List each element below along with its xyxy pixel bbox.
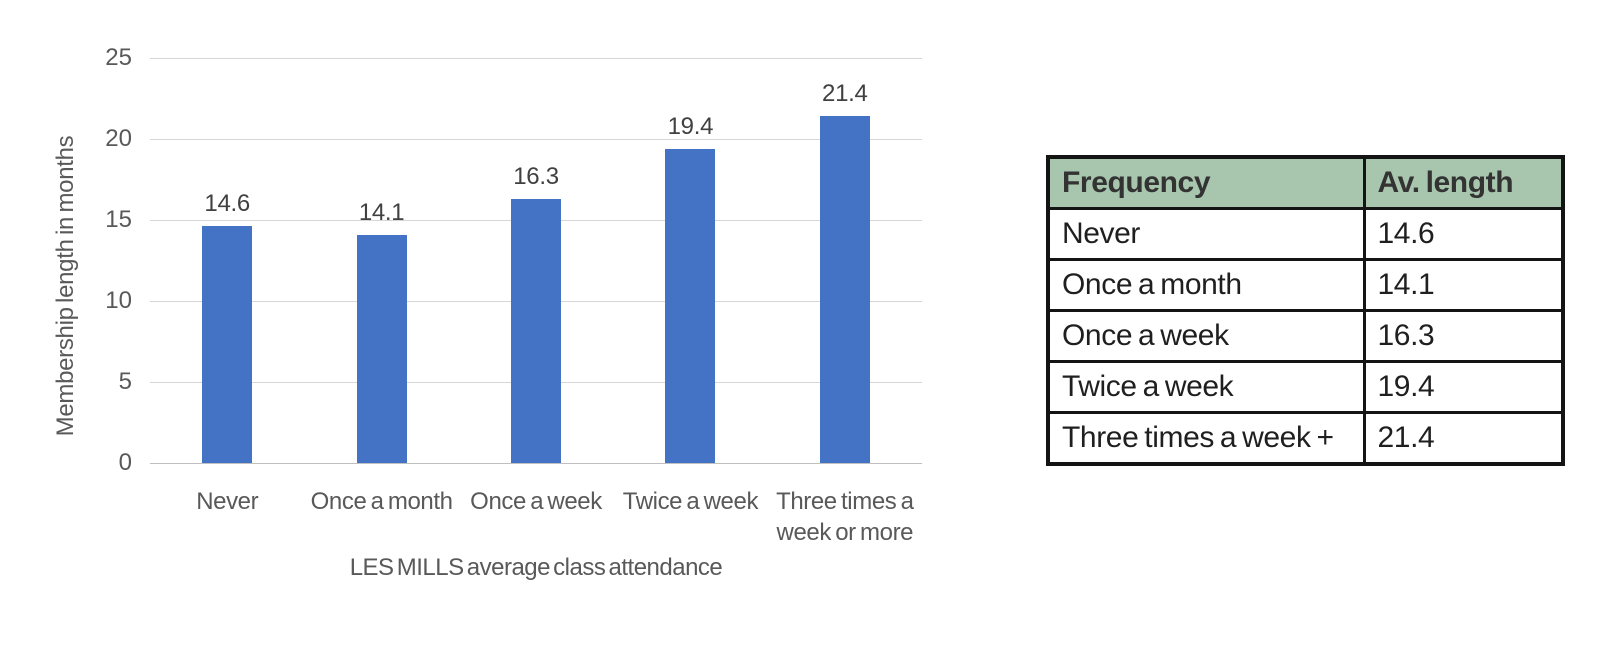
av-length-cell: 16.3 [1362, 309, 1565, 363]
bar-chart: Membership length in months 0 5 10 15 20 25 1… [0, 44, 922, 581]
av-length-cell: 14.6 [1362, 207, 1565, 261]
bar [511, 198, 561, 463]
y-tick-label: 5 [118, 368, 132, 395]
bar-value-label: 19.4 [667, 112, 714, 140]
table-row: Never 14.6 [1046, 207, 1565, 261]
y-tick-label: 25 [105, 44, 132, 71]
x-axis-category-labels: Never Once a month Once a week Twice a week… [150, 486, 922, 548]
frequency-cell: Three times a week + [1046, 411, 1366, 466]
bar-value-label: 21.4 [822, 80, 868, 108]
x-axis-title: LES MILLS average class attendance [349, 554, 723, 581]
bar-value-label: 14.1 [358, 198, 405, 226]
table-header-frequency: Frequency [1046, 155, 1366, 210]
x-category-label: Three times a week or more [776, 488, 914, 546]
x-category-label: Once a month [310, 488, 453, 515]
table-header-row: Frequency Av. length [1046, 155, 1565, 210]
frequency-table: Frequency Av. length Never 14.6 Once a mon… [1046, 155, 1565, 466]
frequency-cell: Twice a week [1046, 360, 1366, 414]
y-tick-label: 10 [105, 287, 132, 314]
x-category-label: Never [196, 488, 259, 515]
frequency-cell: Once a week [1046, 309, 1366, 363]
table-row: Once a month 14.1 [1046, 258, 1565, 312]
frequency-cell: Once a month [1046, 258, 1366, 312]
av-length-cell: 19.4 [1362, 360, 1565, 414]
x-category-label: Once a week [470, 488, 602, 515]
av-length-cell: 21.4 [1362, 411, 1565, 466]
table-header-av-length: Av. length [1362, 155, 1565, 210]
bar [819, 116, 870, 463]
y-tick-label: 0 [118, 449, 132, 476]
x-category-label: Twice a week [622, 488, 759, 515]
frequency-cell: Never [1046, 207, 1366, 261]
bar-value-label: 14.6 [204, 190, 250, 218]
y-tick-label: 20 [105, 125, 132, 152]
bar [665, 148, 716, 463]
bar-value-label: 16.3 [513, 162, 559, 190]
gridline [150, 463, 922, 464]
bar [356, 234, 407, 463]
table-row: Twice a week 19.4 [1046, 360, 1565, 414]
y-axis-tick-labels: 0 5 10 15 20 25 [0, 44, 132, 476]
plot-area: 14.6 14.1 16.3 19.4 21.4 [150, 58, 922, 464]
y-tick-label: 15 [105, 206, 132, 233]
av-length-cell: 14.1 [1362, 258, 1565, 312]
gridline [150, 58, 922, 59]
gridline [150, 139, 922, 140]
table-row: Three times a week +21.4 [1046, 411, 1565, 466]
bar [202, 226, 253, 463]
table-row: Once a week 16.3 [1046, 309, 1565, 363]
